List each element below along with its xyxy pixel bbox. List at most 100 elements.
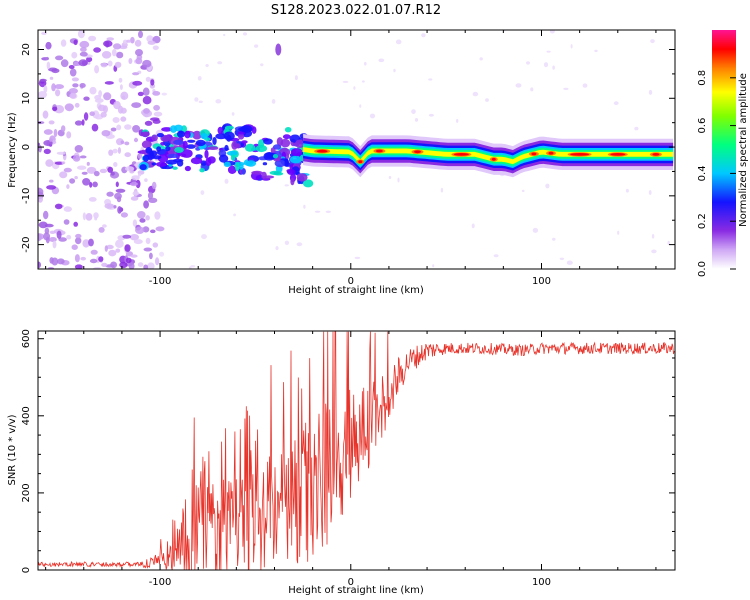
noise-blob	[651, 249, 657, 254]
signal-blob	[262, 175, 275, 179]
noise-blob	[155, 257, 160, 266]
noise-blob	[106, 191, 114, 197]
y-tick-label: -20	[21, 236, 32, 252]
noise-blob	[119, 84, 123, 90]
noise-blob	[61, 161, 66, 165]
noise-blob	[129, 234, 139, 241]
noise-blob	[63, 206, 72, 212]
noise-blob	[116, 51, 124, 59]
y-tick-label: 0	[21, 567, 32, 573]
noise-blob	[243, 32, 247, 36]
x-tick-label: 100	[532, 577, 551, 588]
noise-blob	[284, 184, 289, 187]
noise-blob	[101, 262, 108, 267]
signal-blob	[139, 164, 147, 171]
noise-blob	[303, 204, 306, 209]
noise-blob	[112, 148, 118, 154]
noise-blob	[73, 221, 78, 227]
noise-blob	[342, 80, 349, 83]
noise-blob	[120, 116, 127, 122]
noise-blob	[74, 254, 80, 263]
noise-blob	[354, 256, 361, 260]
noise-blob	[155, 226, 165, 232]
noise-blob	[485, 98, 489, 102]
noise-blob	[42, 110, 49, 119]
signal-blob	[282, 134, 291, 140]
y-tick-label: 600	[21, 329, 32, 348]
noise-blob	[88, 197, 97, 202]
noise-blob	[63, 219, 70, 225]
noise-blob	[201, 234, 207, 240]
noise-blob	[566, 260, 573, 265]
noise-blob	[648, 89, 653, 95]
noise-blob	[137, 153, 143, 159]
noise-blob	[98, 256, 104, 262]
noise-blob	[135, 57, 143, 65]
noise-blob	[582, 83, 588, 88]
noise-blob	[130, 36, 135, 44]
noise-blob	[152, 242, 159, 248]
signal-blob	[218, 154, 229, 163]
noise-blob	[144, 178, 148, 183]
signal-blob	[274, 159, 286, 168]
noise-blob	[124, 124, 132, 130]
noise-blob	[395, 39, 402, 45]
noise-blob	[116, 124, 122, 131]
noise-blob	[74, 176, 78, 180]
noise-blob	[353, 86, 356, 90]
noise-blob	[56, 151, 66, 155]
noise-blob	[153, 104, 161, 111]
noise-blob	[56, 258, 65, 265]
signal-blob	[263, 138, 273, 145]
signal-blob	[234, 162, 240, 172]
noise-blob	[79, 40, 90, 49]
snr-x-axis-label: Height of straight line (km)	[288, 585, 424, 596]
ridge-hotspot	[375, 149, 383, 153]
noise-blob	[119, 261, 128, 269]
noise-blob	[93, 47, 101, 53]
signal-blob	[199, 168, 205, 173]
y-tick-label: -10	[21, 188, 32, 204]
noise-blob	[432, 264, 435, 268]
ridge-band	[303, 147, 674, 165]
snr-plot-area	[38, 331, 675, 570]
noise-blob	[75, 233, 82, 239]
noise-blob	[104, 81, 114, 85]
noise-blob	[125, 257, 132, 264]
noise-blob	[651, 234, 655, 239]
noise-blob	[650, 39, 655, 44]
noise-blob	[421, 33, 426, 38]
y-tick-label: 400	[21, 406, 32, 425]
ridge-hotspot	[414, 150, 421, 154]
noise-blob	[145, 237, 151, 245]
signal-blob	[296, 173, 308, 182]
noise-blob	[161, 92, 167, 96]
noise-blob	[159, 251, 165, 257]
noise-blob	[117, 105, 124, 114]
noise-blob	[570, 44, 573, 49]
snr-frame	[37, 330, 676, 571]
noise-blob	[526, 61, 530, 65]
noise-blob	[117, 206, 122, 214]
signal-blob	[156, 146, 162, 152]
noise-blob	[552, 237, 556, 241]
noise-blob	[131, 175, 140, 181]
noise-blob	[102, 224, 107, 228]
signal-blob	[272, 144, 282, 150]
signal-blob	[173, 124, 184, 132]
signal-blob	[262, 162, 268, 166]
noise-blob	[197, 76, 202, 81]
noise-blob	[110, 171, 115, 176]
noise-blob	[120, 140, 125, 144]
noise-blob	[82, 239, 90, 248]
noise-blob	[648, 190, 652, 195]
noise-blob	[143, 200, 150, 209]
noise-blob	[634, 126, 639, 131]
signal-blob	[149, 150, 158, 157]
ridge-hotspot	[531, 152, 537, 156]
noise-blob	[134, 39, 142, 47]
colorbar-tick-label: 0.0	[697, 261, 708, 277]
noise-blob	[254, 44, 259, 48]
